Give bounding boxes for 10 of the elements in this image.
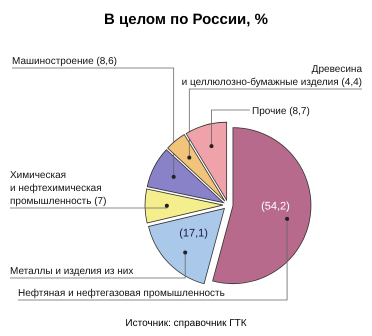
data-label: (17,1) <box>179 227 208 240</box>
slice-label: Металлы и изделия из них <box>10 266 134 277</box>
slice-label: Химическая и нефтехимическая промышленность (7) <box>10 170 106 207</box>
chart-title: В целом по России, % <box>104 11 268 28</box>
slice-label: Машиностроение (8,6) <box>12 56 117 67</box>
slice-label: Прочие (8,7) <box>252 106 310 117</box>
slice-label: Нефтяная и нефтегазовая промышленность <box>18 288 225 299</box>
data-label: (54,2) <box>261 200 290 212</box>
text: Источник: справочник ГТК <box>125 318 247 329</box>
slice-label: Древесина и целлюлозно-бумажные изделия (4,4) <box>182 64 362 88</box>
